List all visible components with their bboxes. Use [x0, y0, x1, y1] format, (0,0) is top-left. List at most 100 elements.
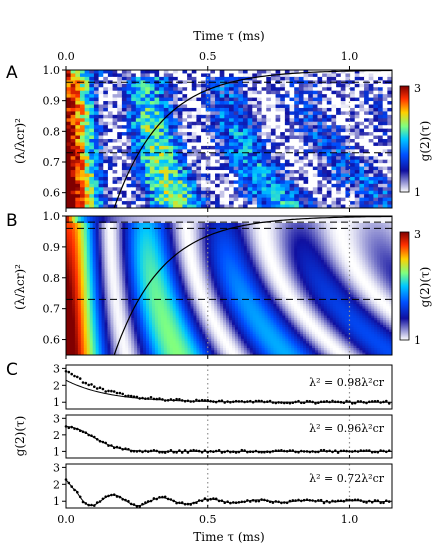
heatmap-cell: [154, 118, 159, 122]
heatmap-cell: [108, 87, 113, 91]
heatmap-cell: [80, 191, 85, 195]
heatmap-cell: [80, 163, 85, 167]
heatmap-cell: [322, 94, 327, 98]
heatmap-cell: [313, 91, 318, 95]
heatmap-cell: [141, 70, 146, 74]
heatmap-cell: [331, 142, 336, 146]
heatmap-cell: [201, 77, 206, 81]
heatmap-cell: [341, 153, 346, 157]
heatmap-cell: [359, 98, 364, 102]
heatmap-cell: [238, 142, 243, 146]
heatmap-cell: [150, 180, 155, 184]
heatmap-cell: [103, 125, 108, 129]
heatmap-cell: [159, 94, 164, 98]
heatmap-cell: [238, 136, 243, 140]
heatmap-cell: [304, 146, 309, 150]
heatmap-cell: [373, 129, 378, 133]
heatmap-cell: [108, 184, 113, 188]
heatmap-cell: [117, 111, 122, 115]
heatmap-cell: [238, 184, 243, 188]
heatmap-cell: [266, 98, 271, 102]
heatmap-cell: [331, 167, 336, 171]
heatmap-cell: [173, 84, 178, 88]
heatmap-cell: [285, 122, 290, 126]
heatmap-cell: [99, 201, 104, 205]
heatmap-cell: [327, 73, 332, 77]
heatmap-cell: [154, 142, 159, 146]
heatmap-cell: [103, 94, 108, 98]
heatmap-cell: [308, 160, 313, 164]
heatmap-cell: [192, 136, 197, 140]
heatmap-cell: [229, 98, 234, 102]
heatmap-cell: [294, 136, 299, 140]
heatmap-cell: [248, 98, 253, 102]
heatmap-cell: [359, 87, 364, 91]
heatmap-cell: [173, 98, 178, 102]
heatmap-cell: [224, 160, 229, 164]
heatmap-cell: [85, 87, 90, 91]
heatmap-cell: [94, 184, 99, 188]
heatmap-cell: [290, 194, 295, 198]
heatmap-cell: [238, 91, 243, 95]
heatmap-cell: [373, 198, 378, 202]
heatmap-cell: [117, 70, 122, 74]
heatmap-cell: [192, 153, 197, 157]
heatmap-cell: [331, 136, 336, 140]
heatmap-cell: [364, 174, 369, 178]
heatmap-cell: [331, 170, 336, 174]
heatmap-cell: [141, 170, 146, 174]
heatmap-cell: [131, 136, 136, 140]
heatmap-cell: [378, 77, 383, 81]
heatmap-cell: [308, 167, 313, 171]
heatmap-cell: [75, 194, 80, 198]
heatmap-cell: [201, 187, 206, 191]
heatmap-cell: [173, 87, 178, 91]
heatmap-cell: [383, 91, 388, 95]
heatmap-cell: [341, 94, 346, 98]
heatmap-cell: [85, 160, 90, 164]
heatmap-cell: [122, 201, 127, 205]
heatmap-cell: [313, 198, 318, 202]
heatmap-cell: [308, 77, 313, 81]
heatmap-cell: [201, 111, 206, 115]
heatmap-cell: [201, 160, 206, 164]
heatmap-cell: [355, 115, 360, 119]
heatmap-cell: [89, 187, 94, 191]
heatmap-cell: [224, 139, 229, 143]
heatmap-cell: [280, 115, 285, 119]
heatmap-cell: [215, 122, 220, 126]
heatmap-cell: [285, 191, 290, 195]
heatmap-cell: [85, 77, 90, 81]
heatmap-cell: [308, 73, 313, 77]
heatmap-cell: [355, 177, 360, 181]
heatmap-cell: [373, 91, 378, 95]
heatmap-cell: [168, 98, 173, 102]
heatmap-cell: [206, 177, 211, 181]
heatmap-cell: [99, 94, 104, 98]
heatmap-cell: [238, 177, 243, 181]
heatmap-cell: [71, 101, 76, 105]
heatmap-cell: [364, 194, 369, 198]
heatmap-cell: [192, 142, 197, 146]
heatmap-cell: [243, 87, 248, 91]
heatmap-cell: [66, 146, 71, 150]
heatmap-cell: [383, 167, 388, 171]
heatmap-cell: [71, 187, 76, 191]
heatmap-cell: [266, 160, 271, 164]
heatmap-cell: [168, 198, 173, 202]
heatmap-cell: [355, 170, 360, 174]
heatmap-cell: [304, 108, 309, 112]
heatmap-cell: [276, 105, 281, 109]
heatmap-cell: [299, 122, 304, 126]
heatmap-cell: [271, 94, 276, 98]
heatmap-cell: [66, 132, 71, 136]
heatmap-cell: [145, 163, 150, 167]
heatmap-cell: [299, 156, 304, 160]
heatmap-cell: [243, 129, 248, 133]
heatmap-cell: [331, 122, 336, 126]
heatmap-cell: [234, 125, 239, 129]
heatmap-cell: [113, 115, 118, 119]
heatmap-cell: [257, 156, 262, 160]
heatmap-cell: [206, 98, 211, 102]
heatmap-cell: [266, 163, 271, 167]
